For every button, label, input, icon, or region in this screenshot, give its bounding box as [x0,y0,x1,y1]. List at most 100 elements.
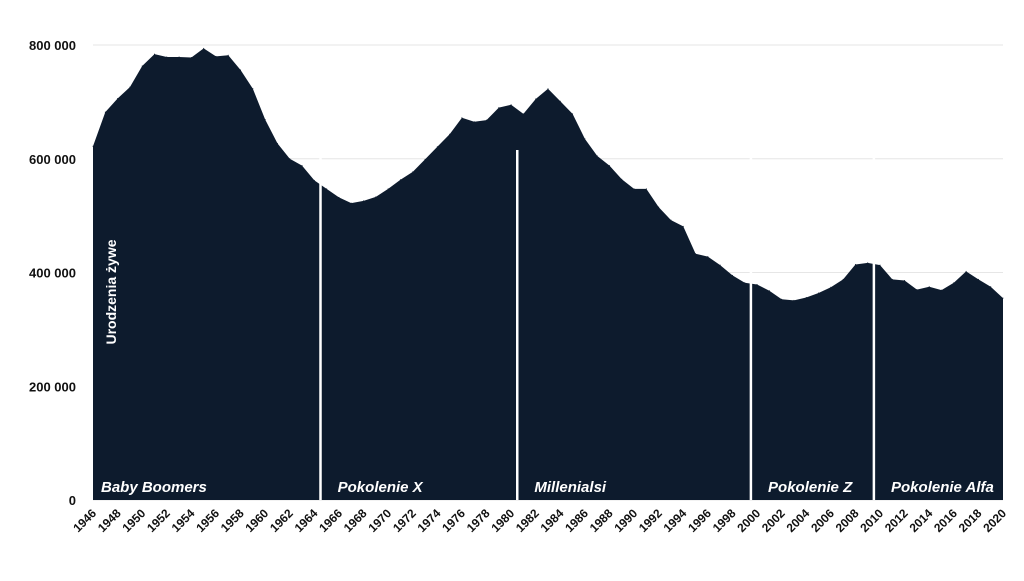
data-point-1991 [645,188,647,190]
data-point-1966 [338,196,340,198]
x-tick-2018: 2018 [956,506,985,535]
x-tick-1946: 1946 [70,506,99,535]
data-point-1956 [215,55,217,57]
data-point-1976 [461,117,463,119]
data-point-1952 [166,56,168,58]
x-tick-1948: 1948 [95,506,124,535]
data-point-1949 [129,86,131,88]
x-tick-1996: 1996 [685,506,714,535]
data-point-1977 [473,121,475,123]
data-point-1985 [572,113,574,115]
x-tick-1968: 1968 [341,506,370,535]
data-point-2006 [830,286,832,288]
x-tick-2008: 2008 [833,506,862,535]
y-tick-0: 0 [69,493,76,508]
data-point-2003 [793,299,795,301]
data-point-2005 [818,292,820,294]
data-point-1972 [412,171,414,173]
data-point-1969 [375,196,377,198]
data-point-1957 [227,54,229,56]
data-point-1986 [584,138,586,140]
data-point-1978 [486,119,488,121]
x-tick-1974: 1974 [415,506,444,535]
data-point-1970 [387,188,389,190]
x-axis-ticks: 1946194819501952195419561958196019621964… [70,506,1009,535]
x-tick-1990: 1990 [611,506,640,535]
data-point-1984 [559,100,561,102]
y-tick-2: 400 000 [29,266,76,281]
data-point-1953 [178,56,180,58]
data-point-1950 [141,65,143,67]
x-tick-1980: 1980 [488,506,517,535]
data-point-1967 [350,202,352,204]
data-point-1954 [190,57,192,59]
data-point-1961 [276,142,278,144]
data-point-1980 [510,104,512,106]
x-tick-2010: 2010 [857,506,886,535]
data-point-1947 [104,111,106,113]
y-axis-label: Urodzenia żywe [103,239,119,344]
data-point-2015 [941,289,943,291]
births-area-path [93,48,1003,500]
y-tick-3: 600 000 [29,152,76,167]
generation-dividers [319,150,876,500]
y-tick-4: 800 000 [29,38,76,53]
x-tick-1984: 1984 [538,506,567,535]
data-point-2000 [756,283,758,285]
data-point-1996 [707,256,709,258]
data-point-2011 [891,278,893,280]
data-point-1962 [289,158,291,160]
x-tick-1998: 1998 [710,506,739,535]
x-tick-2014: 2014 [907,506,936,535]
data-point-2007 [842,278,844,280]
data-point-1989 [621,178,623,180]
data-point-1992 [658,206,660,208]
x-tick-1988: 1988 [587,506,616,535]
x-tick-1954: 1954 [169,506,198,535]
data-point-1959 [252,88,254,90]
x-tick-1976: 1976 [439,506,468,535]
x-tick-2012: 2012 [882,506,911,535]
x-tick-1950: 1950 [120,506,149,535]
data-point-1990 [633,188,635,190]
data-point-2014 [928,286,930,288]
births-area [92,47,1004,500]
x-tick-1986: 1986 [562,506,591,535]
data-point-1974 [436,146,438,148]
data-point-1968 [363,200,365,202]
data-point-1999 [744,282,746,284]
x-tick-1962: 1962 [267,506,296,535]
x-tick-1952: 1952 [144,506,173,535]
x-tick-1970: 1970 [365,506,394,535]
x-tick-1956: 1956 [193,506,222,535]
x-tick-2002: 2002 [759,506,788,535]
data-point-2010 [879,264,881,266]
x-tick-1958: 1958 [218,506,247,535]
data-point-1948 [117,97,119,99]
data-point-1960 [264,119,266,121]
x-tick-1966: 1966 [316,506,345,535]
data-point-1951 [153,53,155,55]
x-tick-1972: 1972 [390,506,419,535]
x-tick-2006: 2006 [808,506,837,535]
data-point-1965 [326,188,328,190]
x-tick-1982: 1982 [513,506,542,535]
data-point-2013 [916,289,918,291]
data-point-2016 [953,282,955,284]
data-point-1993 [670,219,672,221]
x-tick-2020: 2020 [980,506,1009,535]
y-tick-1: 200 000 [29,379,76,394]
data-point-2009 [867,262,869,264]
data-point-1981 [522,113,524,115]
data-point-1975 [449,133,451,135]
data-point-1983 [547,88,549,90]
data-point-1963 [301,165,303,167]
data-point-1988 [608,165,610,167]
data-point-2018 [977,278,979,280]
data-point-1987 [596,155,598,157]
x-tick-2000: 2000 [734,506,763,535]
data-point-2001 [768,290,770,292]
data-point-1971 [399,179,401,181]
data-point-1994 [682,225,684,227]
x-tick-1978: 1978 [464,506,493,535]
